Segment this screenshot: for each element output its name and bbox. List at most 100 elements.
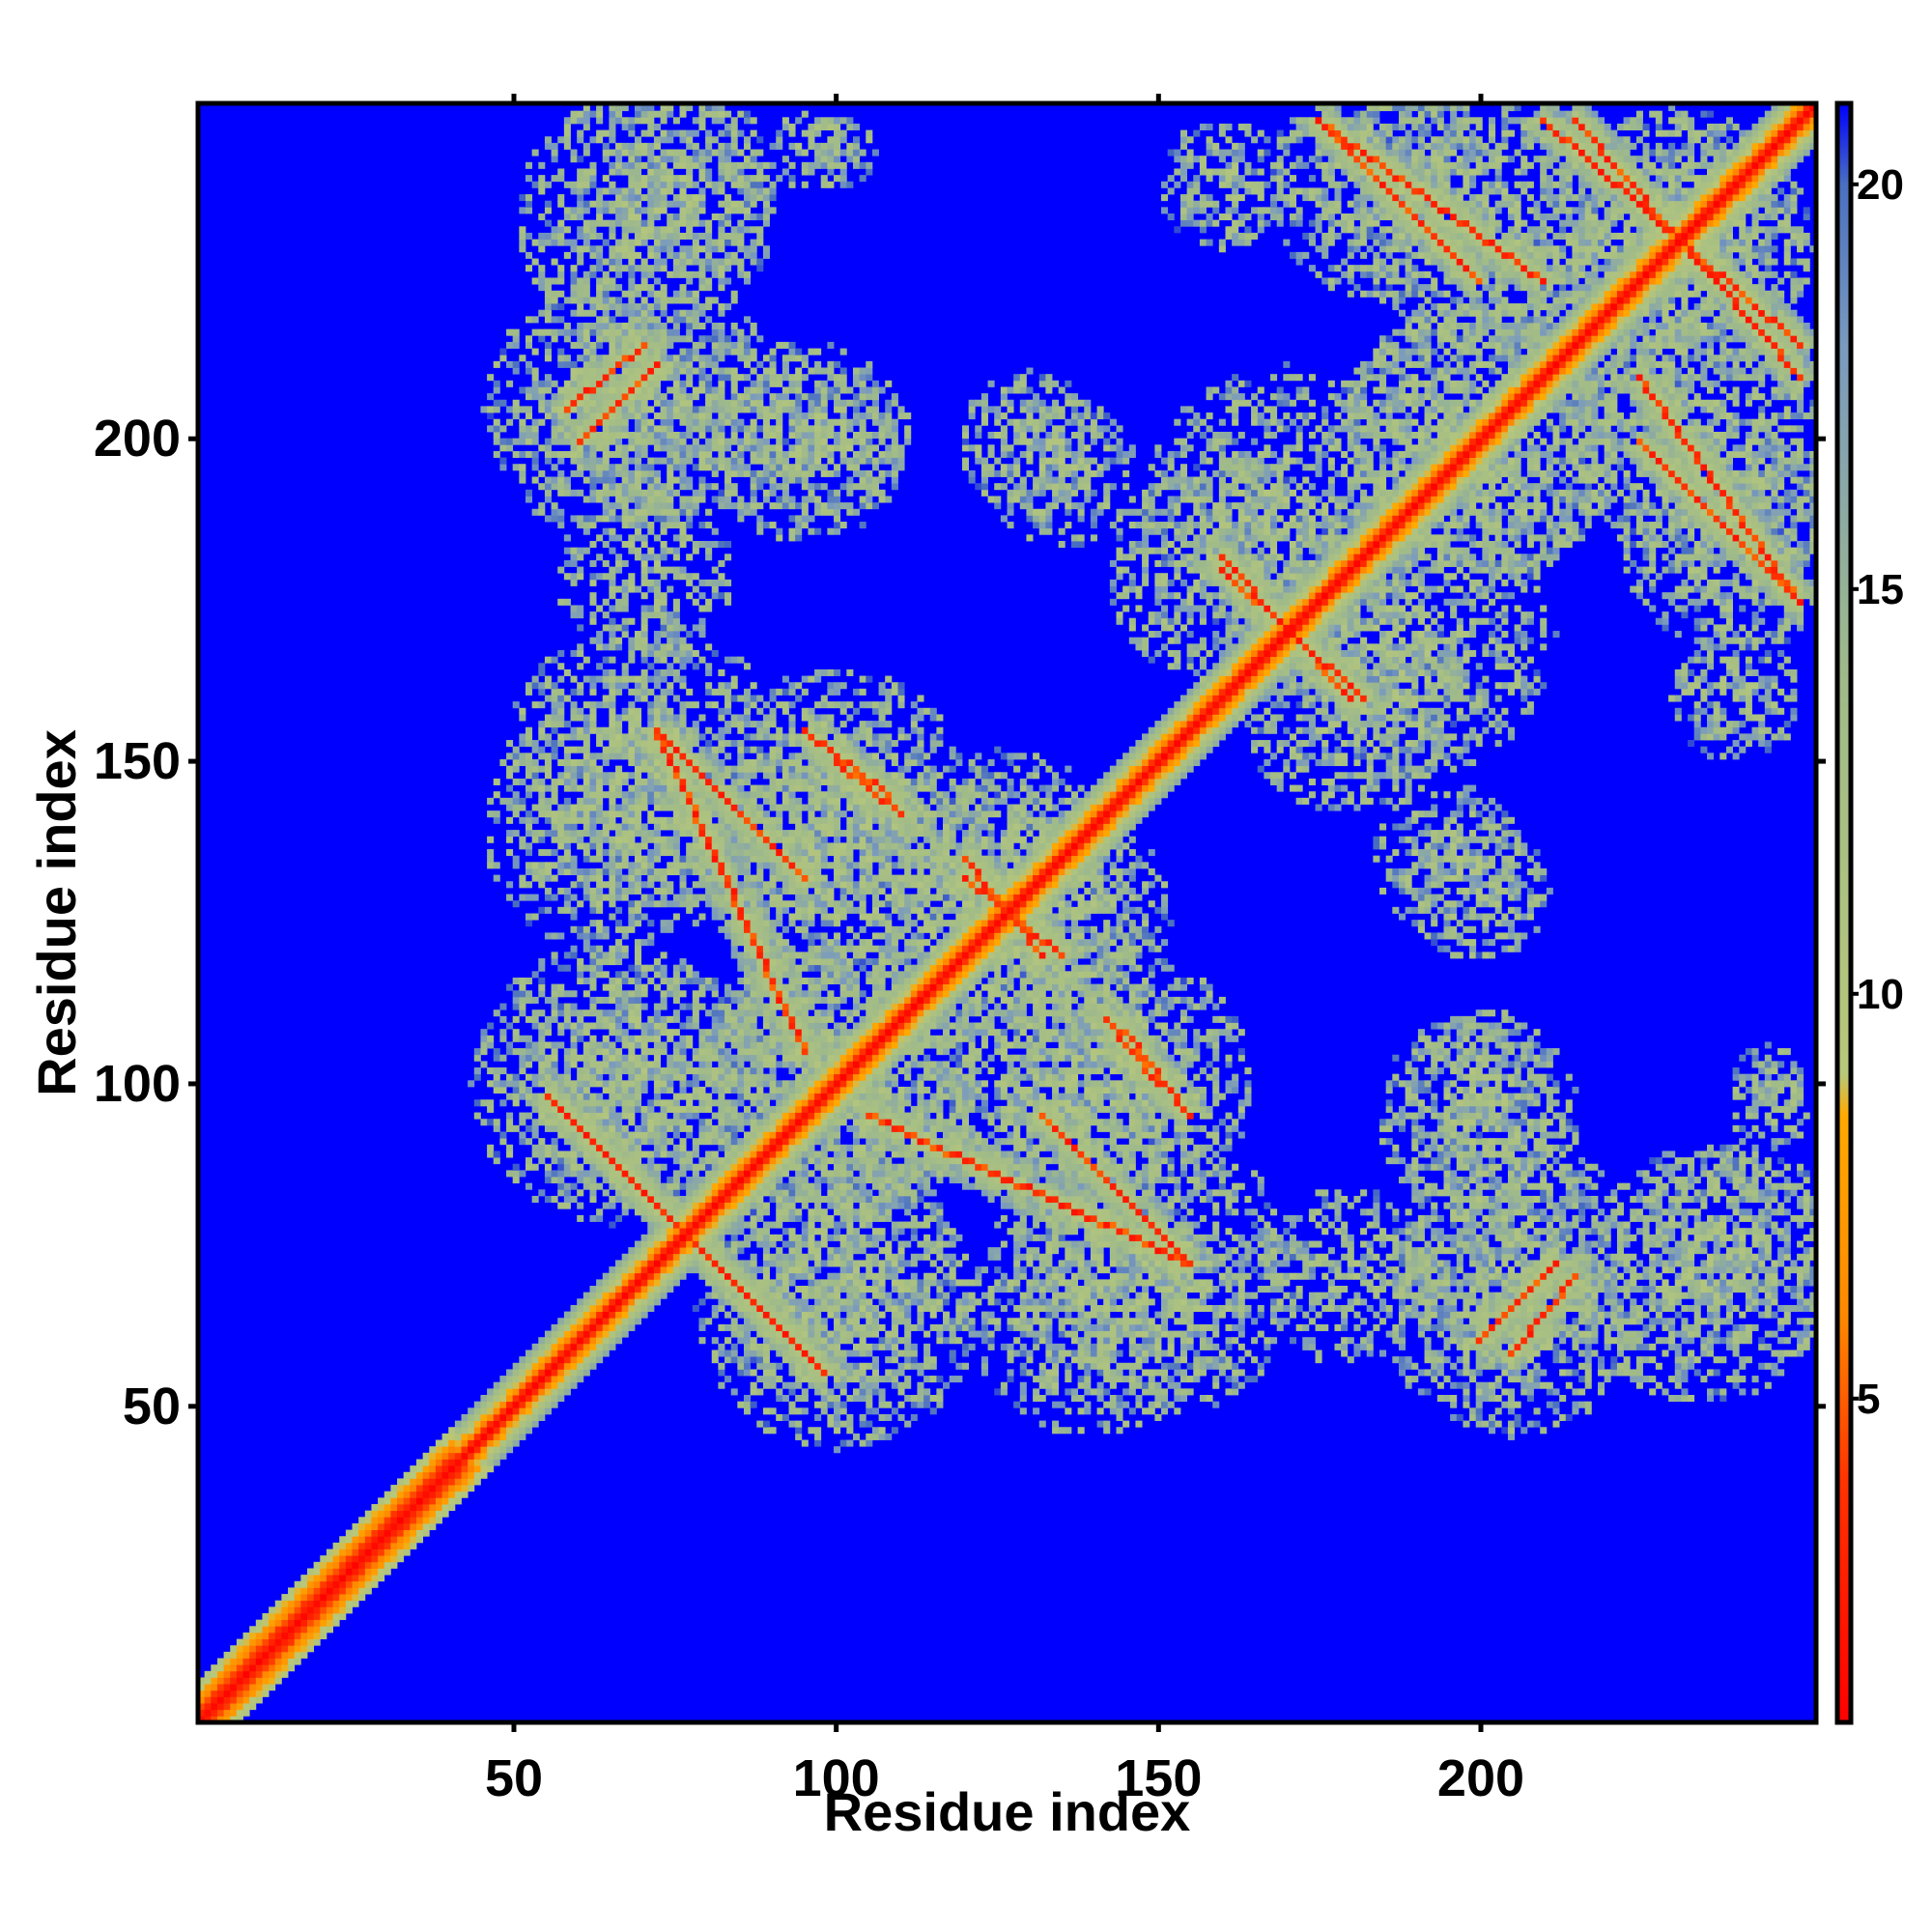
heatmap-cell xyxy=(538,1048,545,1055)
heatmap-cell xyxy=(513,798,520,805)
heatmap-cell xyxy=(564,1312,571,1319)
heatmap-cell xyxy=(506,753,513,759)
heatmap-cell xyxy=(538,1061,545,1067)
heatmap-cell xyxy=(506,740,513,747)
heatmap-cell xyxy=(571,1041,578,1048)
heatmap-cell xyxy=(526,1157,532,1164)
heatmap-cell xyxy=(371,1543,378,1549)
heatmap-cell xyxy=(526,194,532,201)
heatmap-cell xyxy=(564,721,571,727)
heatmap-cell xyxy=(538,1029,545,1036)
heatmap-cell xyxy=(256,1626,263,1633)
heatmap-cell xyxy=(564,1048,571,1055)
heatmap-cell xyxy=(564,1087,571,1094)
heatmap-cell xyxy=(557,1337,564,1344)
heatmap-cell xyxy=(230,1664,237,1671)
heatmap-cell xyxy=(513,1388,520,1395)
heatmap-cell xyxy=(564,759,571,766)
heatmap-cell xyxy=(487,1151,494,1157)
heatmap-cell xyxy=(494,810,500,817)
heatmap-cell xyxy=(552,240,558,246)
heatmap-cell xyxy=(564,1363,571,1370)
heatmap-cell xyxy=(506,1151,513,1157)
heatmap-cell xyxy=(532,747,539,753)
heatmap-cell xyxy=(552,747,558,753)
heatmap-cell xyxy=(416,1517,423,1523)
heatmap-cell xyxy=(281,1613,288,1620)
heatmap-cell xyxy=(339,1606,346,1613)
heatmap-cell xyxy=(526,1094,532,1100)
heatmap-cell xyxy=(552,1055,558,1062)
heatmap-cell xyxy=(506,1125,513,1132)
heatmap-cell xyxy=(281,1594,288,1601)
heatmap-cell xyxy=(506,984,513,991)
heatmap-cell xyxy=(564,753,571,759)
heatmap-cell xyxy=(513,1048,520,1055)
heatmap-cell xyxy=(552,721,558,727)
heatmap-cell xyxy=(307,1606,314,1613)
heatmap-cell xyxy=(552,1376,558,1382)
heatmap-cell xyxy=(429,1511,436,1518)
heatmap-cell xyxy=(532,1125,539,1132)
heatmap-cell xyxy=(564,361,571,368)
heatmap-cell xyxy=(557,1157,564,1164)
heatmap-cell xyxy=(397,1523,404,1530)
heatmap-cell xyxy=(506,881,513,888)
heatmap-cell xyxy=(526,316,532,323)
heatmap-cell xyxy=(275,1626,282,1633)
heatmap-cell xyxy=(499,458,506,465)
heatmap-cell xyxy=(506,1446,513,1453)
heatmap-cell xyxy=(519,817,526,824)
heatmap-cell xyxy=(487,1427,494,1434)
heatmap-cell xyxy=(249,1671,256,1678)
heatmap-cell xyxy=(557,1395,564,1402)
heatmap-cell xyxy=(397,1530,404,1537)
heatmap-cell xyxy=(494,439,500,445)
heatmap-cell xyxy=(474,1402,481,1408)
heatmap-cell xyxy=(545,1164,552,1171)
heatmap-cell xyxy=(358,1549,365,1556)
heatmap-cell xyxy=(557,1023,564,1030)
heatmap-cell xyxy=(448,1453,455,1460)
heatmap-cell xyxy=(295,1633,301,1639)
heatmap-cell xyxy=(526,439,532,445)
heatmap-cell xyxy=(513,990,520,997)
heatmap-cell xyxy=(564,837,571,843)
heatmap-cell xyxy=(217,1703,224,1710)
heatmap-cell xyxy=(532,830,539,837)
heatmap-cell xyxy=(545,381,552,387)
heatmap-cell xyxy=(564,439,571,445)
heatmap-cell xyxy=(256,1620,263,1627)
heatmap-cell xyxy=(545,1337,552,1344)
heatmap-cell xyxy=(494,1388,500,1395)
heatmap-cell xyxy=(436,1465,442,1472)
heatmap-cell xyxy=(320,1555,327,1562)
heatmap-cell xyxy=(295,1581,301,1588)
heatmap-cell xyxy=(564,810,571,817)
heatmap-cell xyxy=(564,888,571,895)
heatmap-cell xyxy=(552,1061,558,1067)
heatmap-cell xyxy=(538,502,545,509)
heatmap-cell xyxy=(552,1004,558,1010)
heatmap-cell xyxy=(532,277,539,284)
heatmap-cell xyxy=(538,470,545,477)
heatmap-cell xyxy=(262,1620,269,1627)
heatmap-cell xyxy=(545,349,552,355)
heatmap-cell xyxy=(571,1363,578,1370)
heatmap-cell xyxy=(564,823,571,830)
heatmap-cell xyxy=(552,1363,558,1370)
heatmap-cell xyxy=(423,1472,430,1479)
heatmap-cell xyxy=(205,1684,212,1690)
heatmap-cell xyxy=(526,412,532,419)
heatmap-cell xyxy=(545,805,552,811)
heatmap-cell xyxy=(526,997,532,1004)
heatmap-cell xyxy=(295,1601,301,1607)
heatmap-cell xyxy=(526,772,532,779)
heatmap-cell xyxy=(513,805,520,811)
heatmap-cell xyxy=(519,194,526,201)
heatmap-cell xyxy=(545,868,552,875)
heatmap-cell xyxy=(526,830,532,837)
heatmap-cell xyxy=(557,1189,564,1196)
heatmap-cell xyxy=(545,1099,552,1106)
heatmap-cell xyxy=(526,1350,532,1356)
